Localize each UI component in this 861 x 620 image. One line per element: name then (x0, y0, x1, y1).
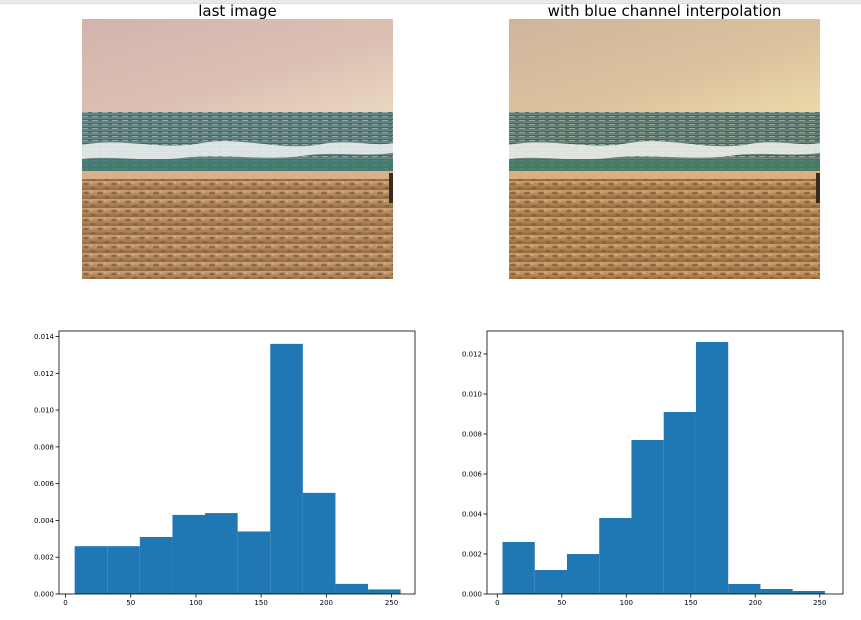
histogram-bar (335, 583, 369, 594)
y-tick-label: 0.010 (462, 391, 482, 399)
y-tick-label: 0.008 (34, 443, 54, 451)
histogram-bar (270, 343, 303, 594)
histogram-bar (631, 440, 664, 594)
y-tick-label: 0.006 (34, 480, 55, 488)
y-tick-label: 0.014 (34, 333, 55, 341)
x-tick-label: 50 (126, 599, 135, 607)
x-tick-label: 100 (620, 599, 633, 607)
x-tick-label: 0 (63, 599, 67, 607)
x-tick-label: 0 (495, 599, 499, 607)
x-tick-label: 200 (320, 599, 333, 607)
histogram-bar (663, 412, 696, 594)
beach-photo-last-image (82, 19, 393, 279)
histogram-bar (107, 546, 140, 594)
left-image-title: last image (198, 2, 277, 20)
plot-frame (58, 330, 416, 595)
y-tick-label: 0.004 (34, 517, 55, 525)
y-tick-label: 0.002 (34, 554, 54, 562)
y-tick-label: 0.002 (462, 551, 482, 559)
histogram-bar (205, 513, 238, 594)
y-tick-label: 0.000 (34, 591, 54, 599)
right-image-title: with blue channel interpolation (547, 2, 782, 20)
histogram-bar (368, 589, 401, 594)
x-tick-label: 150 (684, 599, 697, 607)
plot-frame (486, 330, 844, 595)
x-tick-label: 250 (385, 599, 398, 607)
y-tick-label: 0.012 (34, 370, 54, 378)
y-tick-label: 0.004 (462, 511, 483, 519)
histogram-bar (695, 342, 729, 594)
x-tick-label: 200 (749, 599, 762, 607)
histogram-bar (302, 492, 336, 594)
beach-photo-blue-interpolation (509, 19, 820, 279)
y-tick-label: 0.000 (462, 591, 482, 599)
x-tick-label: 150 (254, 599, 267, 607)
x-tick-label: 50 (557, 599, 566, 607)
histogram-bar (237, 531, 271, 594)
histogram-right: 0 50 100 150 200 250 0.000 0.002 0.004 0.006 0.008… (462, 330, 844, 607)
histogram-bar (760, 589, 793, 594)
histogram-bar (74, 546, 108, 594)
x-tick-label: 250 (813, 599, 826, 607)
histogram-bar (599, 518, 632, 594)
histogram-bar (172, 514, 206, 594)
y-tick-label: 0.012 (462, 351, 482, 359)
histogram-bar (566, 554, 600, 594)
y-tick-label: 0.006 (462, 471, 483, 479)
window-top-bar (0, 0, 861, 4)
histogram-bar (139, 536, 173, 594)
histogram-left: 0 50 100 150 200 250 0.000 0.002 0.004 0.006 0.008… (34, 330, 416, 607)
histogram-bar (502, 542, 535, 594)
x-tick-label: 100 (189, 599, 202, 607)
y-tick-label: 0.008 (462, 431, 482, 439)
y-tick-label: 0.010 (34, 407, 54, 415)
histogram-bar (534, 570, 567, 594)
histogram-bar (792, 591, 825, 594)
histogram-bar (728, 584, 761, 594)
